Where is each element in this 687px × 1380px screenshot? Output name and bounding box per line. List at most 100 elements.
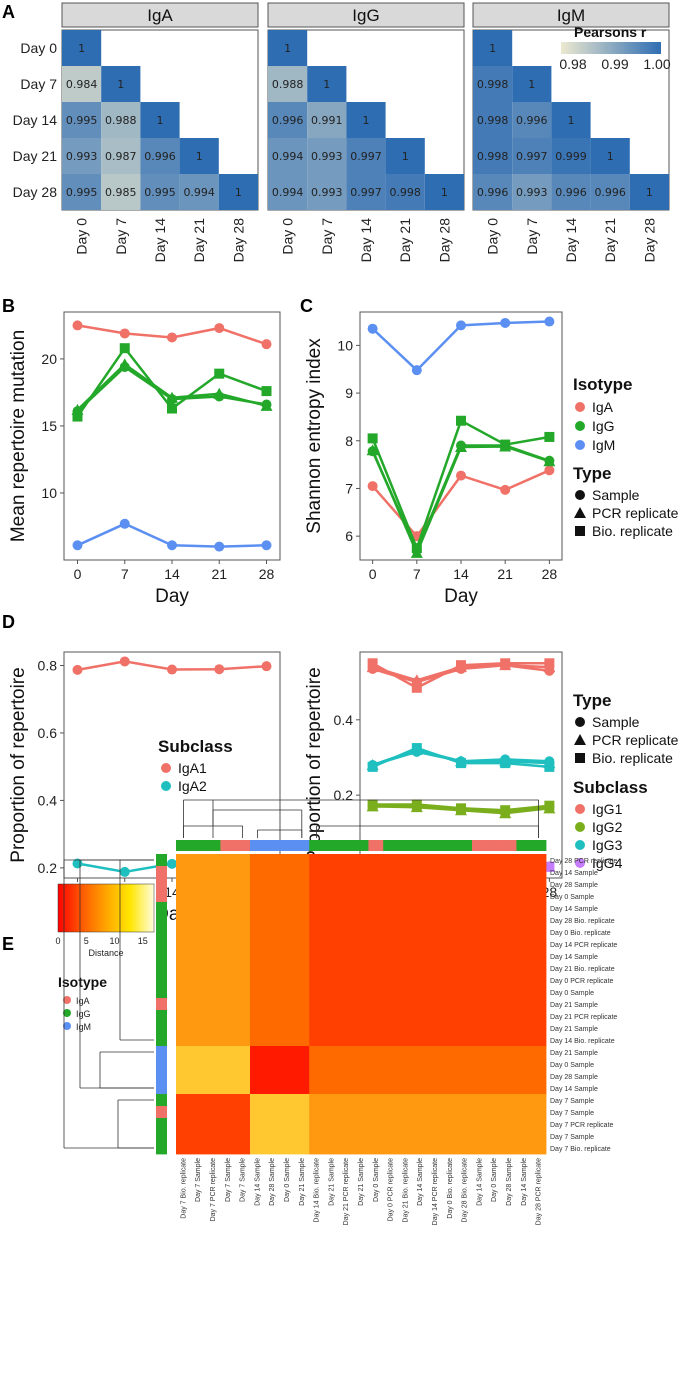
distance-cell — [383, 1094, 399, 1107]
distance-cell — [220, 938, 236, 951]
col-label: Day 21 Sample — [328, 1158, 335, 1206]
y-tick-label: 20 — [41, 351, 57, 367]
distance-cell — [324, 1094, 340, 1107]
distance-cell — [516, 986, 532, 999]
point-IgG — [261, 386, 272, 397]
distance-cell — [220, 1010, 236, 1023]
distance-cell — [472, 986, 488, 999]
distance-cell — [294, 878, 310, 891]
y-tick-label: 0.4 — [38, 792, 58, 808]
legend-subclass-igg: Type Sample PCR replicate Bio. replicate… — [573, 691, 679, 871]
distance-cell — [383, 902, 399, 915]
distance-cell — [501, 1070, 517, 1083]
distance-cell — [501, 1022, 517, 1035]
distance-cell — [457, 1058, 473, 1071]
heat-cell — [62, 66, 102, 102]
distance-cell — [250, 854, 266, 867]
distance-cell — [294, 998, 310, 1011]
distance-cell — [324, 1058, 340, 1071]
distance-cell — [309, 890, 325, 903]
row-label: Day 14 PCR replicate — [550, 942, 617, 949]
panel-label-e: E — [2, 934, 14, 954]
col-label: Day 0 Sample — [491, 1158, 498, 1202]
distance-cell — [338, 1010, 354, 1023]
row-isotype-bar — [156, 878, 167, 891]
distance-cell — [472, 1142, 488, 1155]
row-isotype-bar — [156, 1130, 167, 1143]
distance-cell — [353, 914, 369, 927]
distance-cell — [398, 1082, 414, 1095]
distance-cell — [235, 1094, 251, 1107]
distance-cell — [427, 1118, 443, 1131]
legend-iga-label: IgA — [592, 399, 614, 415]
distance-cell — [205, 1010, 221, 1023]
x-tick-label: 28 — [259, 566, 275, 582]
distance-cell — [264, 1046, 280, 1059]
distance-cell — [457, 878, 473, 891]
distance-cell — [501, 986, 517, 999]
distance-cell — [457, 1046, 473, 1059]
row-label: Day 28 Bio. replicate — [550, 918, 615, 925]
distance-cell — [398, 986, 414, 999]
distance-cell — [176, 878, 192, 891]
x-axis-title: Day — [155, 586, 189, 607]
distance-cell — [205, 998, 221, 1011]
col-label: Day 14 Sample — [254, 1158, 261, 1206]
heat-cell — [346, 102, 386, 138]
distance-cell — [220, 1022, 236, 1035]
distance-cell — [250, 950, 266, 963]
distance-cell — [412, 1022, 428, 1035]
x-tick-label: 21 — [211, 566, 227, 582]
distance-cell — [412, 1010, 428, 1023]
heat-cell-label: 1 — [363, 114, 370, 127]
distance-cell — [531, 1070, 547, 1083]
distance-cell — [486, 1010, 502, 1023]
distance-cell — [279, 950, 295, 963]
point-IgG3 — [411, 743, 422, 754]
distance-cell — [486, 950, 502, 963]
distance-cell — [205, 1058, 221, 1071]
distance-cell — [501, 914, 517, 927]
distance-cell — [472, 1130, 488, 1143]
point-IgG — [72, 411, 83, 422]
distance-cell — [486, 1034, 502, 1047]
distance-cell — [383, 1106, 399, 1119]
distance-cell — [516, 866, 532, 879]
heat-cell — [590, 174, 630, 210]
distance-cell — [279, 1010, 295, 1023]
x-tick-label: Day 7 — [524, 218, 540, 255]
distance-cell — [412, 1130, 428, 1143]
distance-cell — [501, 1106, 517, 1119]
distance-cell — [294, 1034, 310, 1047]
distance-cell — [398, 902, 414, 915]
distance-cell — [368, 1034, 384, 1047]
distance-cell — [531, 1142, 547, 1155]
distance-cell — [264, 1118, 280, 1131]
point-IgG — [166, 391, 178, 403]
distance-cell — [220, 914, 236, 927]
distance-cell — [264, 902, 280, 915]
distance-cell — [176, 1070, 192, 1083]
distance-cell — [412, 1094, 428, 1107]
distance-cell — [264, 1106, 280, 1119]
distance-cell — [309, 866, 325, 879]
distance-cell — [516, 998, 532, 1011]
distance-cell — [427, 974, 443, 987]
distance-cell — [235, 1034, 251, 1047]
distance-cell — [309, 1130, 325, 1143]
row-label: Day 21 Sample — [550, 1002, 598, 1009]
distance-cell — [338, 878, 354, 891]
distance-cell — [457, 902, 473, 915]
distance-cell — [516, 938, 532, 951]
distance-cell — [398, 1130, 414, 1143]
col-isotype-bar — [176, 840, 192, 851]
heat-cell — [512, 174, 552, 210]
distance-cell — [250, 1118, 266, 1131]
distance-cell — [264, 854, 280, 867]
heat-cell-label: 0.996 — [144, 150, 176, 163]
row-label: Day 28 PCR replicate — [550, 858, 617, 865]
distance-cell — [176, 1046, 192, 1059]
distance-cell — [353, 890, 369, 903]
distance-cell — [294, 986, 310, 999]
distance-cell — [279, 1094, 295, 1107]
